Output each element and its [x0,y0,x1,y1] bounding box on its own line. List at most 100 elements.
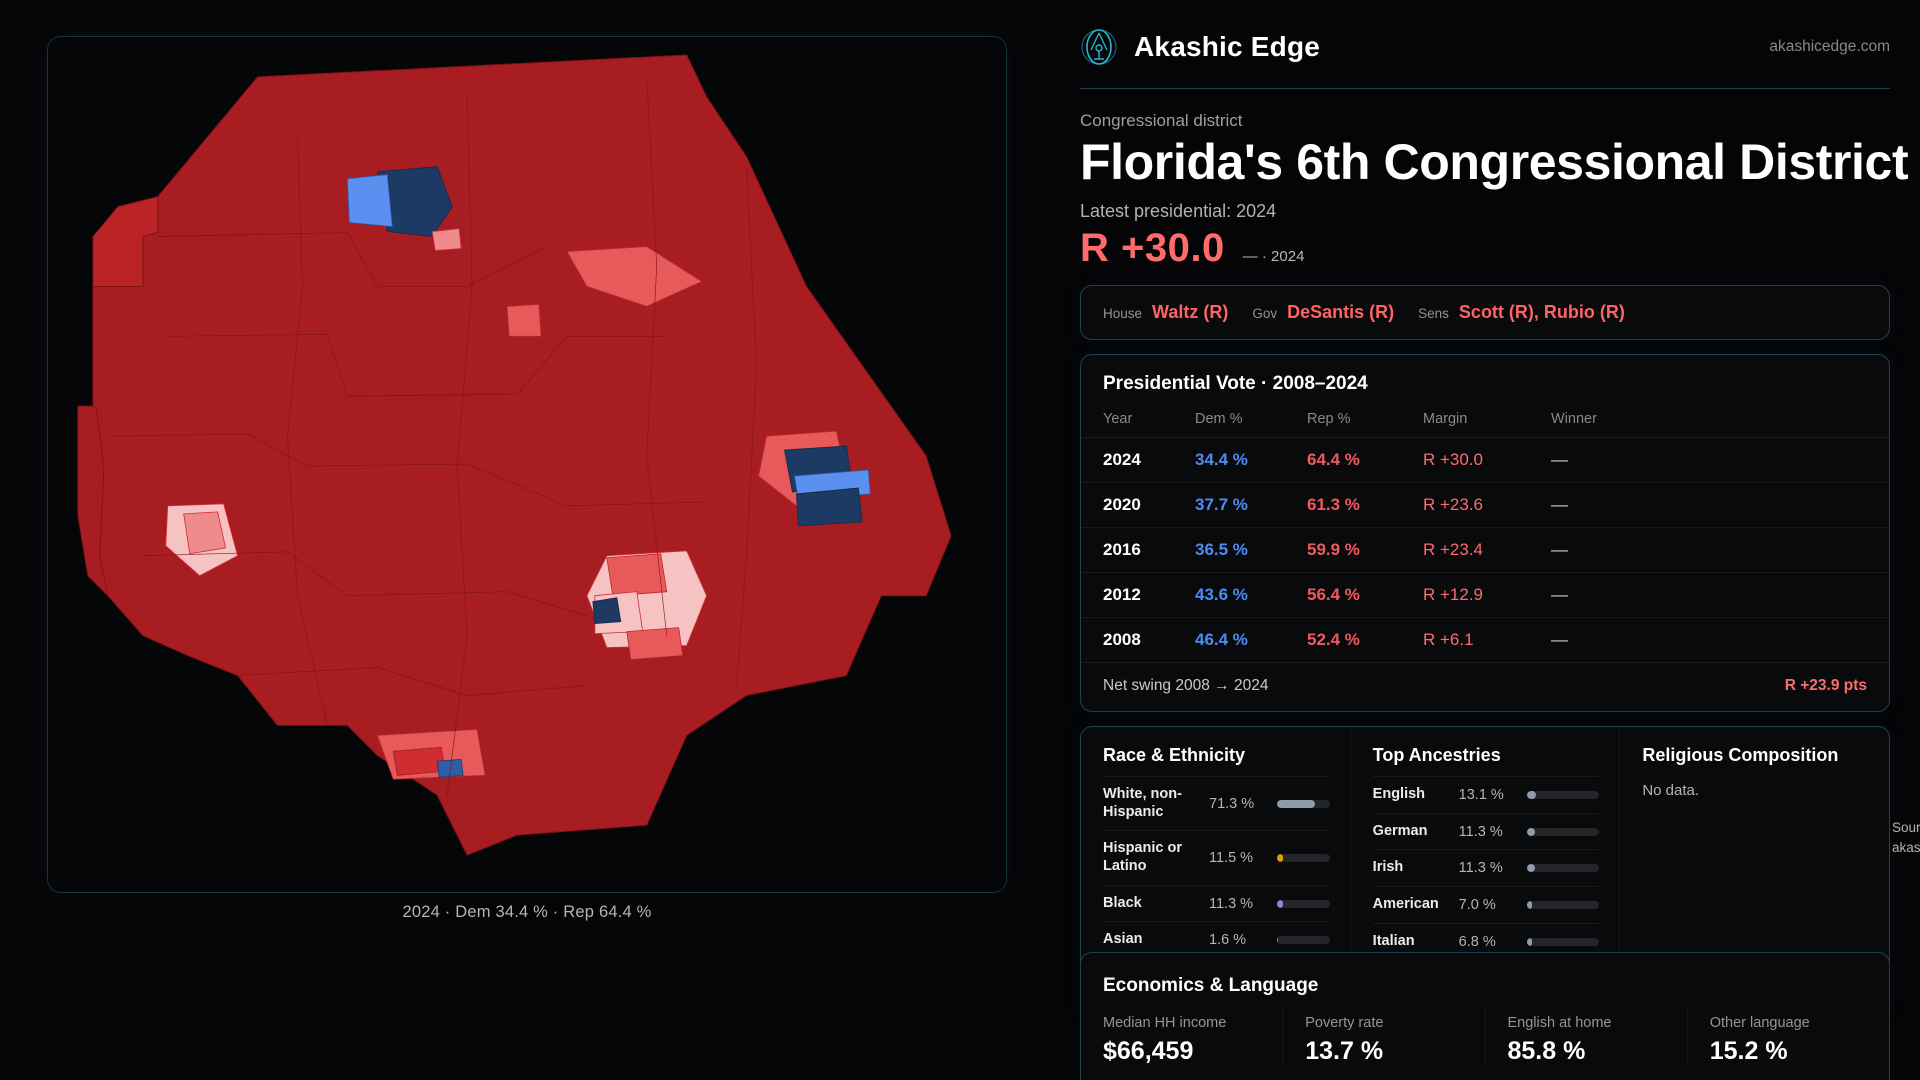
cell-year: 2024 [1081,437,1173,483]
race-value: 71.3 % [1209,795,1255,812]
cell-margin: R +23.4 [1401,527,1529,573]
econ-value: 13.7 % [1305,1037,1384,1065]
cell-rep: 56.4 % [1285,572,1401,618]
ancestry-label: Irish [1372,859,1404,876]
map-precincts [77,54,952,856]
col-winner: Winner [1529,405,1889,438]
info-panel: Akashic Edge akashicedge.com Congression… [1040,0,1920,1080]
cell-winner: — [1529,572,1889,618]
economics-language-title: Economics & Language [1103,975,1319,996]
cell-rep: 61.3 % [1285,482,1401,528]
brand-name: Akashic Edge [1134,31,1321,62]
religious-composition-title: Religious Composition [1642,745,1839,765]
race-value: 11.3 % [1209,895,1254,912]
list-item: Italian 6.8 % [1372,922,1600,960]
race-ethnicity-title: Race & Ethnicity [1103,745,1246,765]
margin-meta: — · 2024 [1242,248,1305,265]
economics-language-card: Economics & Language Median HH income $6… [1080,952,1890,1080]
map-caption: 2024 · Dem 34.4 % · Rep 64.4 % [402,903,652,921]
econ-cell-median-income: Median HH income $66,459 [1081,1009,1282,1066]
table-row[interactable]: 2012 43.6 % 56.4 % R +12.9 — [1081,572,1889,618]
cell-rep: 64.4 % [1285,437,1401,483]
ancestry-label: English [1372,786,1426,802]
list-item: German 11.3 % [1372,812,1600,850]
cell-dem: 37.7 % [1173,482,1285,528]
ancestry-value: 11.3 % [1458,860,1503,877]
table-row[interactable]: 2008 46.4 % 52.4 % R +6.1 — [1081,618,1889,663]
cell-dem: 34.4 % [1173,437,1285,483]
col-year: Year [1081,405,1173,438]
officials-card: House Waltz (R) Gov DeSantis (R) Sens Sc… [1080,285,1890,340]
net-swing-value: R +23.9 pts [1784,677,1867,694]
district-map[interactable] [47,36,1007,893]
cell-dem: 36.5 % [1173,527,1285,573]
source-line-1: Source: Akashic Edge Elections Database … [1892,820,1920,835]
margin-value: R +30.0 [1080,226,1225,270]
race-bar-track [1277,799,1330,808]
cell-dem: 43.6 % [1173,572,1285,618]
brand-url: akashicedge.com [1769,38,1890,55]
page-eyebrow: Congressional district [1080,111,1243,130]
cell-rep: 52.4 % [1307,630,1360,649]
page-title: Florida's 6th Congressional District [1080,134,1909,190]
econ-label: Poverty rate [1305,1015,1384,1031]
econ-label: Median HH income [1103,1015,1227,1031]
ancestry-value: 11.3 % [1458,823,1503,840]
cell-margin: R +12.9 [1401,572,1529,618]
list-item: Irish 11.3 % [1372,849,1600,886]
official-value-sens[interactable]: Scott (R), Rubio (R) [1458,302,1625,322]
cell-dem: 46.4 % [1195,630,1248,649]
map-pane: 2024 · Dem 34.4 % · Rep 64.4 % [47,36,1007,921]
official-label-sens: Sens [1418,306,1449,321]
list-item: American 7.0 % [1372,886,1600,923]
list-item: Asian 1.6 % [1103,921,1330,958]
cell-winner: — [1529,527,1889,573]
cell-margin: R +23.6 [1401,482,1529,528]
top-ancestries-title: Top Ancestries [1372,745,1501,765]
race-bar-track [1277,936,1330,945]
econ-cell-english-at-home: English at home 85.8 % [1484,1009,1687,1066]
list-item: White, non-Hispanic 71.3 % [1103,776,1330,830]
race-value: 1.6 % [1209,932,1247,949]
col-rep: Rep % [1285,405,1401,438]
official-label-house: House [1103,306,1143,321]
ancestry-label: Italian [1372,932,1415,949]
ancestry-bar-track [1526,827,1600,836]
net-swing-label: Net swing 2008 → 2024 [1103,677,1269,694]
econ-value: 85.8 % [1507,1037,1586,1065]
presidential-vote-title: Presidential Vote · 2008–2024 [1103,373,1368,394]
official-label-gov: Gov [1252,306,1278,321]
cell-year: 2012 [1081,572,1173,618]
official-value-gov[interactable]: DeSantis (R) [1287,302,1395,322]
race-label: White, non-Hispanic [1103,786,1182,820]
econ-cell-poverty-rate: Poverty rate 13.7 % [1282,1009,1484,1066]
race-bar-track [1277,854,1330,863]
ancestry-bar-track [1526,790,1600,799]
headline-margin: R +30.0 — · 2024 [1054,222,1890,285]
table-header-row: Year Dem % Rep % Margin Winner [1081,405,1889,438]
table-row[interactable]: 2024 34.4 % 64.4 % R +30.0 — [1081,437,1889,483]
race-label: Hispanic or Latino [1103,840,1182,875]
econ-value: $66,459 [1103,1037,1194,1065]
table-row[interactable]: 2020 37.7 % 61.3 % R +23.6 — [1081,482,1889,528]
brand-divider [1080,88,1890,89]
race-label: Asian [1103,931,1143,948]
cell-winner: — [1529,482,1889,528]
ancestry-value: 6.8 % [1458,933,1496,950]
cell-winner: — [1551,630,1568,649]
ancestry-value: 13.1 % [1458,786,1504,803]
col-margin: Margin [1401,405,1529,438]
ancestry-label: German [1372,822,1428,839]
source-note: Source: Akashic Edge Elections Database … [1892,818,1920,857]
source-line-2[interactable]: akashicedge.com/districts/fl-06 [1892,839,1920,855]
race-label: Black [1103,894,1142,911]
cell-year: 2020 [1081,482,1173,528]
akashic-emblem-icon [1080,28,1118,66]
latest-presidential-label: Latest presidential: 2024 [1080,201,1277,221]
net-swing-row: Net swing 2008 → 2024 R +23.9 pts [1081,662,1889,711]
table-row[interactable]: 2016 36.5 % 59.9 % R +23.4 — [1081,527,1889,573]
presidential-vote-table: Year Dem % Rep % Margin Winner 2024 34.4… [1081,405,1889,662]
cell-year: 2008 [1103,630,1141,649]
official-value-house[interactable]: Waltz (R) [1152,302,1229,322]
